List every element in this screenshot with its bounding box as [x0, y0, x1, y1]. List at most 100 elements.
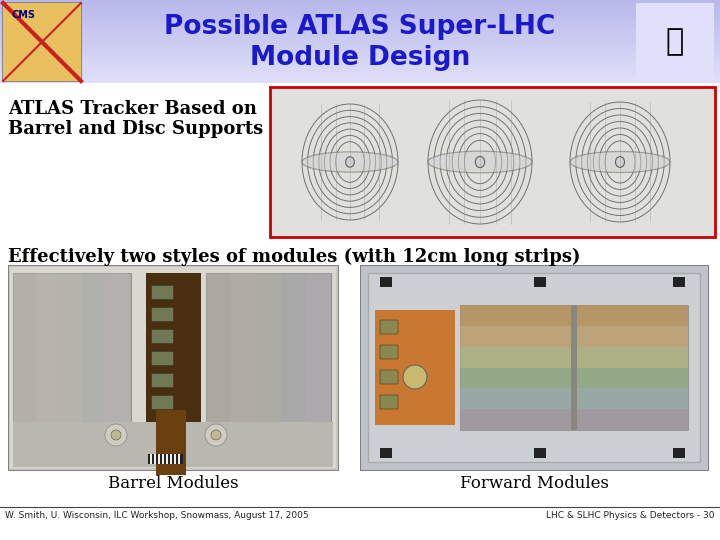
Bar — [534, 277, 546, 287]
Bar — [146, 273, 201, 458]
Bar — [460, 305, 688, 326]
Bar — [380, 395, 398, 409]
Ellipse shape — [570, 152, 670, 172]
Bar — [0, 23, 720, 25]
Bar — [0, 60, 720, 63]
Bar — [256, 273, 281, 423]
Bar — [0, 52, 720, 55]
Bar — [162, 454, 164, 464]
Bar — [460, 347, 688, 368]
Ellipse shape — [346, 157, 354, 167]
Bar — [0, 0, 720, 3]
Bar — [460, 409, 688, 430]
Bar — [0, 19, 720, 21]
Bar — [380, 448, 392, 458]
Bar — [0, 56, 720, 59]
Bar — [360, 265, 708, 470]
Bar — [10, 267, 336, 468]
Bar — [166, 454, 168, 464]
Bar — [0, 79, 720, 82]
Bar — [13, 273, 36, 423]
Bar — [36, 273, 59, 423]
Bar — [673, 448, 685, 458]
Bar — [0, 42, 720, 44]
Bar — [0, 83, 720, 540]
Bar — [0, 48, 720, 50]
Bar — [460, 368, 688, 388]
Bar — [13, 422, 333, 467]
Bar — [0, 66, 720, 69]
Bar — [170, 454, 172, 464]
Bar — [534, 448, 546, 458]
Text: ATLAS Tracker Based on: ATLAS Tracker Based on — [8, 100, 257, 118]
Bar — [151, 351, 173, 365]
Bar — [636, 3, 714, 81]
Bar — [0, 2, 720, 5]
Bar — [460, 305, 688, 430]
Text: CMS: CMS — [12, 10, 36, 20]
Text: Effectively two styles of modules (with 12cm long strips): Effectively two styles of modules (with … — [8, 248, 580, 266]
Text: Module Design: Module Design — [250, 45, 470, 71]
Bar — [0, 44, 720, 46]
Bar — [0, 62, 720, 65]
Bar — [0, 75, 720, 77]
Bar — [306, 273, 331, 423]
Bar — [0, 35, 720, 38]
Text: LHC & SLHC Physics & Detectors - 30: LHC & SLHC Physics & Detectors - 30 — [546, 511, 715, 520]
Bar — [151, 373, 173, 387]
Bar — [0, 31, 720, 33]
Bar — [231, 273, 256, 423]
Bar — [0, 21, 720, 23]
Bar — [59, 273, 82, 423]
Bar — [0, 15, 720, 17]
Bar — [0, 33, 720, 36]
Bar — [148, 454, 183, 464]
Bar — [368, 273, 700, 462]
Bar — [0, 64, 720, 67]
Bar — [13, 273, 131, 423]
Bar — [0, 37, 720, 40]
Bar — [206, 273, 231, 423]
Bar — [0, 69, 720, 71]
Bar — [151, 285, 173, 299]
Bar — [0, 8, 720, 11]
Bar — [0, 54, 720, 57]
Bar — [281, 273, 306, 423]
Ellipse shape — [616, 157, 624, 167]
Bar — [380, 370, 398, 384]
Bar — [0, 29, 720, 32]
Bar — [0, 39, 720, 42]
Bar — [0, 72, 720, 75]
Bar — [0, 46, 720, 48]
Bar — [206, 273, 331, 423]
Bar — [460, 326, 688, 347]
Bar — [154, 454, 156, 464]
Bar — [0, 10, 720, 13]
Ellipse shape — [205, 424, 227, 446]
Bar — [0, 25, 720, 28]
Bar — [150, 454, 152, 464]
Bar — [0, 81, 720, 84]
Bar — [380, 277, 392, 287]
Bar — [0, 77, 720, 79]
Ellipse shape — [475, 157, 485, 167]
Bar — [0, 50, 720, 52]
Bar — [270, 87, 715, 237]
Bar — [0, 12, 720, 15]
Bar — [158, 454, 160, 464]
Text: Forward Modules: Forward Modules — [459, 475, 608, 492]
Bar — [105, 273, 128, 423]
Bar — [3, 3, 81, 81]
Bar — [8, 265, 338, 470]
Bar — [174, 454, 176, 464]
Bar — [460, 388, 688, 409]
Bar — [156, 410, 186, 475]
Bar — [3, 3, 81, 81]
Text: W. Smith, U. Wisconsin, ILC Workshop, Snowmass, August 17, 2005: W. Smith, U. Wisconsin, ILC Workshop, Sn… — [5, 511, 309, 520]
Bar — [673, 277, 685, 287]
Ellipse shape — [302, 152, 398, 172]
Bar — [571, 305, 577, 430]
Bar — [0, 17, 720, 19]
Ellipse shape — [105, 424, 127, 446]
Text: 🏆: 🏆 — [666, 28, 684, 57]
